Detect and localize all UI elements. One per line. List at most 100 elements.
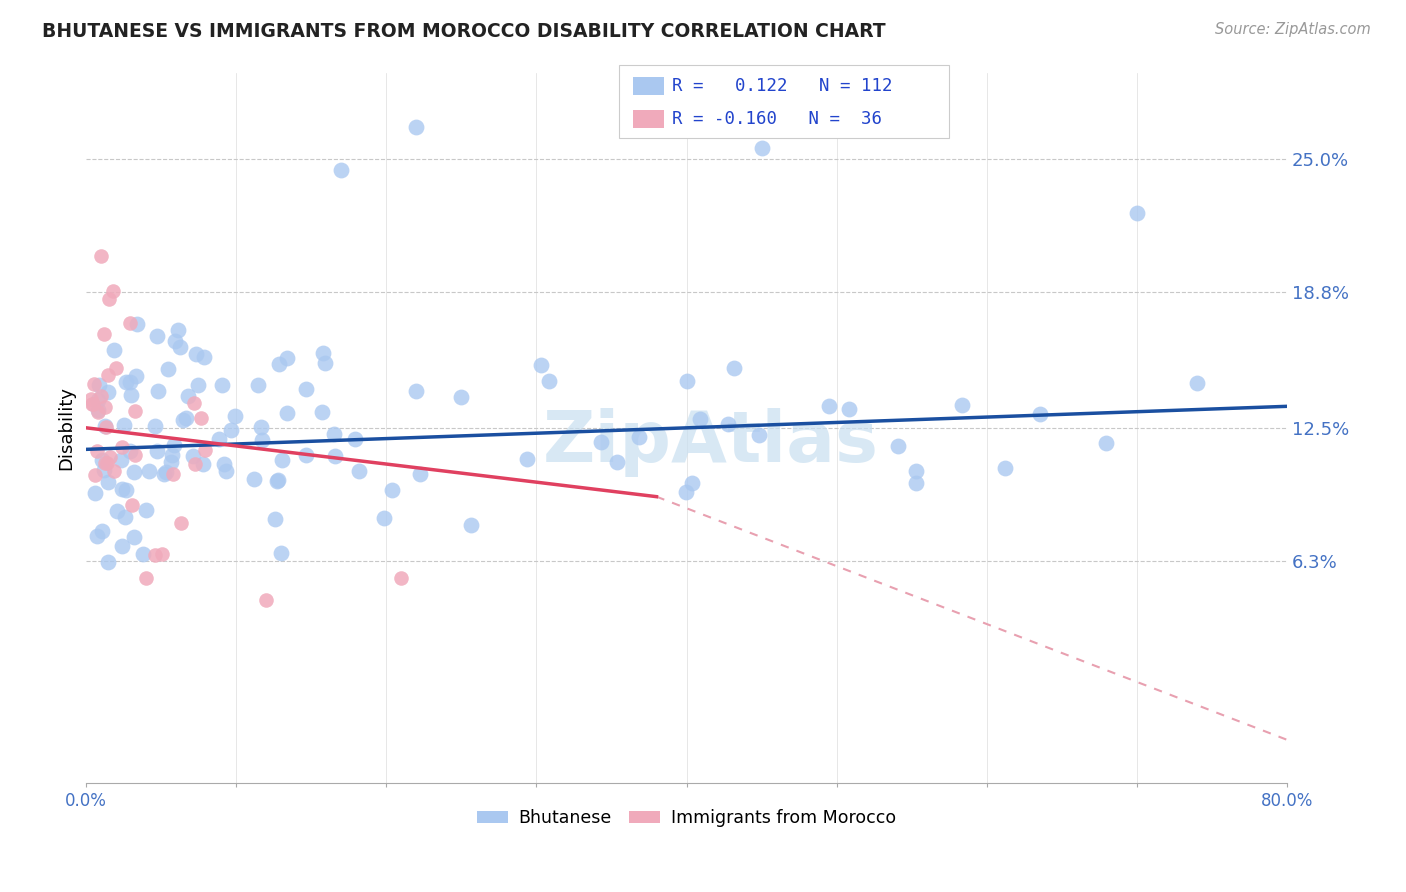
Point bbox=[349, 464, 371, 478]
Point bbox=[516, 451, 538, 466]
Point bbox=[682, 476, 704, 491]
Text: R = -0.160   N =  36: R = -0.160 N = 36 bbox=[672, 111, 882, 128]
Point bbox=[193, 457, 215, 471]
Point bbox=[120, 375, 142, 389]
Point bbox=[190, 411, 212, 425]
Point bbox=[247, 377, 270, 392]
Point bbox=[91, 524, 114, 538]
Point bbox=[373, 510, 395, 524]
Point bbox=[84, 467, 107, 482]
Text: Source: ZipAtlas.com: Source: ZipAtlas.com bbox=[1215, 22, 1371, 37]
Point bbox=[110, 440, 132, 454]
Point bbox=[219, 423, 242, 437]
Point bbox=[124, 403, 146, 417]
Point bbox=[818, 400, 841, 414]
Point bbox=[1125, 206, 1147, 220]
Point bbox=[98, 450, 121, 464]
Point bbox=[322, 426, 344, 441]
Point bbox=[405, 120, 427, 134]
Point bbox=[264, 512, 287, 526]
Point bbox=[104, 360, 127, 375]
Point bbox=[311, 346, 333, 360]
Point bbox=[105, 504, 128, 518]
Point bbox=[90, 389, 112, 403]
Point bbox=[94, 420, 117, 434]
Point bbox=[90, 249, 112, 263]
Point bbox=[163, 334, 186, 349]
Point bbox=[122, 465, 145, 479]
Point bbox=[405, 384, 427, 399]
Point bbox=[103, 464, 125, 478]
Point bbox=[269, 357, 291, 371]
Point bbox=[270, 546, 292, 560]
Point bbox=[266, 474, 288, 488]
Point bbox=[111, 539, 134, 553]
Point bbox=[184, 457, 207, 471]
Point bbox=[120, 388, 142, 402]
Point bbox=[723, 361, 745, 376]
Point bbox=[212, 458, 235, 472]
Point bbox=[606, 455, 628, 469]
Text: ZipAtlas: ZipAtlas bbox=[543, 408, 879, 476]
Point bbox=[163, 438, 186, 452]
Point bbox=[628, 430, 651, 444]
Point bbox=[162, 467, 184, 481]
Point bbox=[172, 412, 194, 426]
Point bbox=[675, 485, 697, 500]
Point bbox=[118, 443, 141, 458]
Point bbox=[87, 377, 110, 392]
Point bbox=[153, 467, 176, 482]
Point bbox=[111, 482, 134, 496]
Point bbox=[160, 448, 183, 462]
Point bbox=[93, 456, 115, 470]
Point bbox=[208, 433, 231, 447]
Point bbox=[103, 343, 125, 357]
Point bbox=[90, 452, 112, 467]
Point bbox=[187, 378, 209, 392]
Point bbox=[717, 417, 740, 431]
Point bbox=[132, 547, 155, 561]
Point bbox=[276, 351, 298, 365]
Point bbox=[127, 317, 149, 331]
Point bbox=[146, 384, 169, 398]
Point bbox=[87, 402, 110, 417]
Point bbox=[994, 461, 1017, 475]
Point bbox=[138, 464, 160, 478]
Point bbox=[267, 473, 290, 487]
Point bbox=[252, 433, 274, 447]
Point bbox=[112, 417, 135, 432]
Point bbox=[242, 472, 264, 486]
Point bbox=[160, 455, 183, 469]
Point bbox=[537, 374, 560, 388]
Text: BHUTANESE VS IMMIGRANTS FROM MOROCCO DISABILITY CORRELATION CHART: BHUTANESE VS IMMIGRANTS FROM MOROCCO DIS… bbox=[42, 22, 886, 41]
Point bbox=[82, 397, 104, 411]
Point bbox=[276, 406, 298, 420]
Point bbox=[887, 439, 910, 453]
Y-axis label: Disability: Disability bbox=[58, 386, 75, 470]
Point bbox=[121, 499, 143, 513]
Point bbox=[167, 323, 190, 337]
Point bbox=[194, 442, 217, 457]
Point bbox=[224, 409, 246, 423]
Point bbox=[101, 284, 124, 298]
Point bbox=[1095, 436, 1118, 450]
Point bbox=[110, 453, 132, 467]
Point bbox=[97, 292, 120, 306]
Point bbox=[143, 549, 166, 563]
Point bbox=[314, 356, 336, 370]
Point bbox=[689, 411, 711, 425]
Point bbox=[96, 456, 118, 470]
Point bbox=[93, 462, 115, 476]
Point bbox=[94, 400, 117, 414]
Point bbox=[93, 326, 115, 341]
Point bbox=[838, 402, 860, 417]
Text: R =   0.122   N = 112: R = 0.122 N = 112 bbox=[672, 77, 893, 95]
Point bbox=[170, 516, 193, 530]
Point bbox=[97, 555, 120, 569]
Point bbox=[143, 419, 166, 434]
Point bbox=[343, 432, 366, 446]
Point bbox=[97, 475, 120, 490]
Point bbox=[115, 483, 138, 497]
Point bbox=[381, 483, 404, 497]
Point bbox=[169, 340, 191, 354]
